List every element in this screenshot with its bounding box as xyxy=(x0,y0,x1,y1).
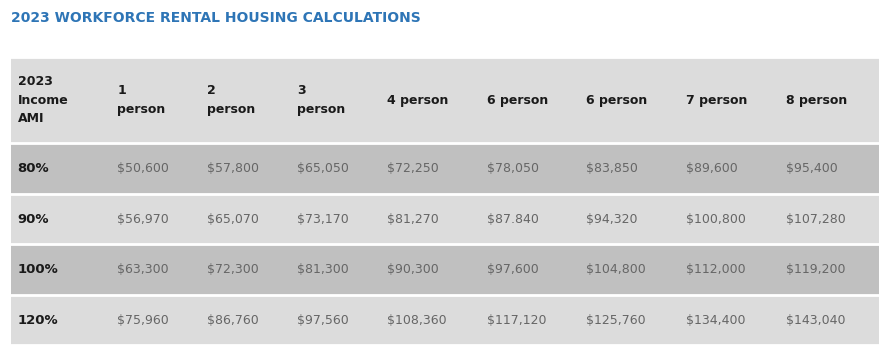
Text: $143,040: $143,040 xyxy=(786,314,845,326)
Text: $117,120: $117,120 xyxy=(487,314,546,326)
Text: 6 person: 6 person xyxy=(487,94,547,107)
Text: $112,000: $112,000 xyxy=(686,263,746,276)
Text: $104,800: $104,800 xyxy=(586,263,646,276)
Text: 4 person: 4 person xyxy=(387,94,449,107)
Text: 8 person: 8 person xyxy=(786,94,847,107)
Text: $81,300: $81,300 xyxy=(297,263,349,276)
Text: $119,200: $119,200 xyxy=(786,263,845,276)
Bar xyxy=(11,143,879,194)
Text: person: person xyxy=(208,103,255,116)
Text: $108,360: $108,360 xyxy=(387,314,447,326)
Text: $87.840: $87.840 xyxy=(487,213,539,226)
Text: AMI: AMI xyxy=(18,112,44,125)
Text: $100,800: $100,800 xyxy=(686,213,746,226)
Text: $97,600: $97,600 xyxy=(487,263,539,276)
Bar xyxy=(11,194,879,244)
Text: $72,250: $72,250 xyxy=(387,162,439,175)
Text: $107,280: $107,280 xyxy=(786,213,846,226)
Text: $78,050: $78,050 xyxy=(487,162,539,175)
Text: $94,320: $94,320 xyxy=(586,213,638,226)
Text: 7 person: 7 person xyxy=(686,94,748,107)
Bar xyxy=(11,57,879,143)
Text: 6 person: 6 person xyxy=(586,94,647,107)
Text: 3: 3 xyxy=(297,84,306,98)
Text: $86,760: $86,760 xyxy=(208,314,259,326)
Text: 2023: 2023 xyxy=(18,75,52,88)
Text: 1: 1 xyxy=(117,84,126,98)
Text: $72,300: $72,300 xyxy=(208,263,259,276)
Text: $65,070: $65,070 xyxy=(208,213,259,226)
Text: $50,600: $50,600 xyxy=(117,162,170,175)
Text: $125,760: $125,760 xyxy=(586,314,646,326)
Text: $83,850: $83,850 xyxy=(586,162,638,175)
Text: $81,270: $81,270 xyxy=(387,213,439,226)
Text: $97,560: $97,560 xyxy=(297,314,349,326)
Text: 80%: 80% xyxy=(18,162,49,175)
Text: person: person xyxy=(117,103,166,116)
Text: 2: 2 xyxy=(208,84,216,98)
Text: $95,400: $95,400 xyxy=(786,162,838,175)
Text: $73,170: $73,170 xyxy=(297,213,349,226)
Bar xyxy=(11,295,879,345)
Text: $57,800: $57,800 xyxy=(208,162,260,175)
Text: person: person xyxy=(297,103,345,116)
Text: Income: Income xyxy=(18,94,68,107)
Text: 2023 WORKFORCE RENTAL HOUSING CALCULATIONS: 2023 WORKFORCE RENTAL HOUSING CALCULATIO… xyxy=(11,11,420,25)
Bar xyxy=(11,57,879,345)
Bar xyxy=(11,244,879,295)
Text: $89,600: $89,600 xyxy=(686,162,738,175)
Text: $56,970: $56,970 xyxy=(117,213,170,226)
Text: $75,960: $75,960 xyxy=(117,314,170,326)
Text: 100%: 100% xyxy=(18,263,58,276)
Text: 90%: 90% xyxy=(18,213,49,226)
Text: $134,400: $134,400 xyxy=(686,314,745,326)
Text: $90,300: $90,300 xyxy=(387,263,439,276)
Text: 120%: 120% xyxy=(18,314,58,326)
Text: $63,300: $63,300 xyxy=(117,263,169,276)
Text: $65,050: $65,050 xyxy=(297,162,349,175)
